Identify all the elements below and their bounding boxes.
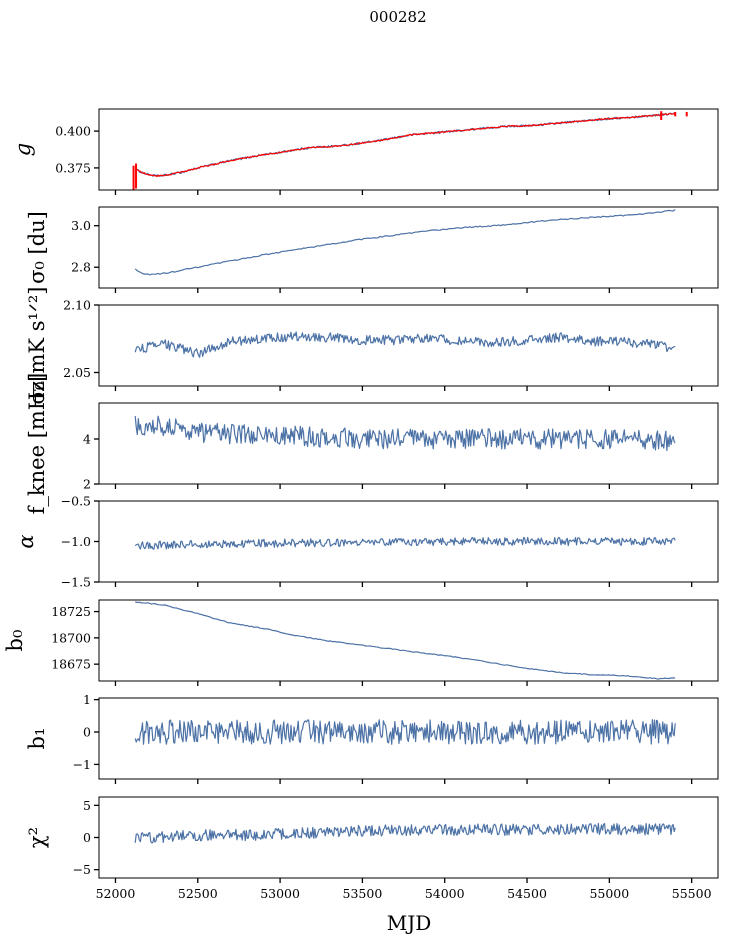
y-axis-label-fknee: f_knee [mHz] — [25, 373, 49, 515]
panel-g: 0.375 0.400 g — [11, 108, 719, 195]
y-tick-label: 3.0 — [71, 218, 91, 233]
panel-alpha: −1.5 −1.0 −0.5 α — [14, 494, 719, 590]
panel-fknee: 2 4 f_knee [mHz] — [25, 373, 719, 515]
y-tick-label: 18725 — [51, 604, 91, 619]
x-tick-label: 55500 — [672, 886, 712, 901]
axes-frame — [98, 697, 719, 780]
y-axis-label-chi2: χ² — [25, 827, 49, 848]
x-tick-label: 54500 — [507, 886, 547, 901]
y-tick-label: 2.8 — [71, 260, 91, 275]
series-line — [134, 112, 676, 177]
axes-frame — [98, 304, 719, 387]
y-tick-label: 0.400 — [55, 124, 91, 139]
x-tick-label: 52500 — [178, 886, 218, 901]
y-tick-label: 2.05 — [63, 365, 91, 380]
y-tick-label: −0.5 — [61, 494, 91, 509]
x-axis-label: MJD — [387, 911, 432, 935]
y-tick-label: −1 — [73, 757, 91, 772]
y-tick-label: 1 — [83, 692, 91, 707]
axes-frame — [98, 206, 719, 289]
axes-frame — [98, 599, 719, 682]
y-tick-label: 18700 — [51, 630, 91, 645]
x-tick-label: 53000 — [260, 886, 300, 901]
x-tick-label: 55000 — [589, 886, 629, 901]
panels: 0.375 0.400 g 2.8 3.0 σ₀ [du] 2.05 2.10 σ₀[mK s¹… — [3, 108, 719, 901]
y-tick-label: 2.10 — [63, 298, 91, 313]
x-tick-label: 52000 — [96, 886, 136, 901]
series-line — [134, 719, 676, 745]
y-axis-label-sigma0-du: σ₀ [du] — [25, 211, 49, 284]
y-tick-label: −1.0 — [61, 534, 91, 549]
y-axis-label-b0: b₀ — [3, 630, 27, 652]
series-line — [134, 209, 676, 276]
y-axis-label-b1: b₁ — [25, 728, 49, 750]
x-tick-label: 54000 — [425, 886, 465, 901]
y-axis-label-g: g — [11, 143, 35, 156]
series-line — [135, 112, 676, 178]
axes-frame — [98, 402, 719, 485]
y-tick-label: −5 — [73, 862, 91, 877]
figure-title: 000282 — [369, 8, 426, 26]
series-line — [134, 822, 676, 844]
y-tick-label: 5 — [83, 798, 91, 813]
y-tick-label: 18675 — [51, 657, 91, 672]
panel-b1: −1 0 1 b₁ — [25, 692, 719, 784]
panel-sigma0-mk: 2.05 2.10 σ₀[mK s¹ᐟ²] — [25, 287, 719, 405]
x-tick-label: 53500 — [343, 886, 383, 901]
panel-sigma0-du: 2.8 3.0 σ₀ [du] — [25, 206, 719, 293]
y-tick-label: −1.5 — [61, 575, 91, 590]
panel-chi2: −5 0 5 52000 52500 53000 53500 54000 54500 55000 5… — [25, 796, 719, 901]
series-line — [134, 331, 676, 358]
y-tick-label: 2 — [83, 477, 91, 492]
y-tick-label: 0.375 — [55, 160, 91, 175]
y-tick-label: 0 — [83, 725, 91, 740]
y-tick-label: 4 — [83, 432, 91, 447]
series-line — [134, 536, 676, 550]
y-axis-label-sigma0-mk: σ₀[mK s¹ᐟ²] — [25, 287, 49, 405]
y-axis-label-alpha: α — [14, 534, 38, 548]
axes-frame — [98, 108, 719, 191]
y-tick-label: 0 — [83, 830, 91, 845]
axes-frame — [98, 796, 719, 879]
series-line — [135, 601, 676, 680]
series-line — [134, 415, 676, 452]
panel-b0: 18675 18700 18725 b₀ — [3, 599, 719, 686]
